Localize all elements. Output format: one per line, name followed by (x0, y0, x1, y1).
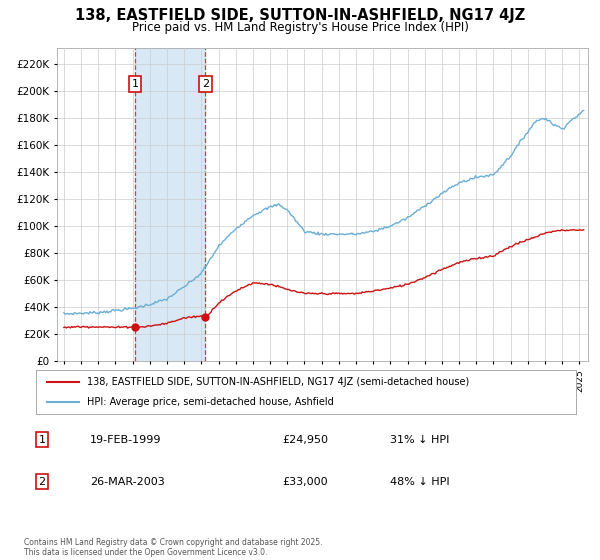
Text: 1: 1 (38, 435, 46, 445)
Bar (135, 48, 205, 361)
Text: 2: 2 (202, 79, 209, 89)
Text: 1: 1 (131, 79, 139, 89)
Text: 138, EASTFIELD SIDE, SUTTON-IN-ASHFIELD, NG17 4JZ: 138, EASTFIELD SIDE, SUTTON-IN-ASHFIELD,… (75, 8, 525, 24)
Text: £33,000: £33,000 (282, 477, 328, 487)
Text: 48% ↓ HPI: 48% ↓ HPI (390, 477, 449, 487)
Text: 31% ↓ HPI: 31% ↓ HPI (390, 435, 449, 445)
Text: 2: 2 (38, 477, 46, 487)
Text: Price paid vs. HM Land Registry's House Price Index (HPI): Price paid vs. HM Land Registry's House … (131, 21, 469, 34)
Text: HPI: Average price, semi-detached house, Ashfield: HPI: Average price, semi-detached house,… (88, 397, 334, 407)
Text: 19-FEB-1999: 19-FEB-1999 (90, 435, 161, 445)
Text: 26-MAR-2003: 26-MAR-2003 (90, 477, 165, 487)
Text: £24,950: £24,950 (282, 435, 328, 445)
Text: Contains HM Land Registry data © Crown copyright and database right 2025.
This d: Contains HM Land Registry data © Crown c… (24, 538, 323, 557)
Text: 138, EASTFIELD SIDE, SUTTON-IN-ASHFIELD, NG17 4JZ (semi-detached house): 138, EASTFIELD SIDE, SUTTON-IN-ASHFIELD,… (88, 377, 470, 387)
